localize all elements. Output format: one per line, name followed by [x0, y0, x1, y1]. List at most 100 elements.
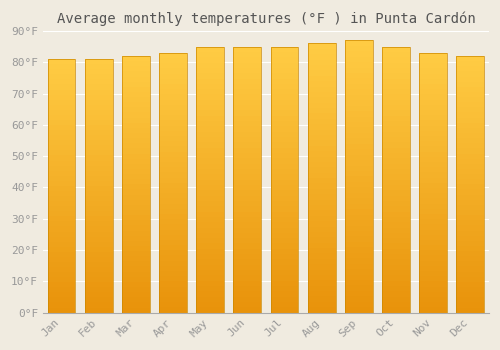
Bar: [308, 194, 336, 200]
Bar: [234, 84, 262, 89]
Bar: [159, 271, 187, 276]
Bar: [85, 125, 112, 130]
Bar: [382, 89, 410, 94]
Bar: [382, 142, 410, 148]
Bar: [456, 287, 484, 292]
Bar: [270, 158, 298, 164]
Bar: [456, 148, 484, 154]
Bar: [419, 276, 447, 281]
Bar: [85, 252, 112, 257]
Bar: [308, 65, 336, 70]
Bar: [85, 287, 112, 292]
Bar: [419, 219, 447, 224]
Bar: [48, 59, 76, 313]
Bar: [456, 272, 484, 277]
Bar: [159, 256, 187, 261]
Bar: [196, 238, 224, 244]
Bar: [122, 225, 150, 231]
Bar: [308, 81, 336, 86]
Bar: [345, 280, 373, 285]
Bar: [345, 209, 373, 215]
Bar: [270, 174, 298, 180]
Bar: [456, 118, 484, 123]
Bar: [345, 84, 373, 89]
Bar: [85, 171, 112, 176]
Bar: [270, 78, 298, 84]
Bar: [382, 201, 410, 206]
Bar: [48, 120, 76, 125]
Bar: [48, 292, 76, 298]
Bar: [159, 172, 187, 177]
Bar: [419, 188, 447, 193]
Bar: [48, 171, 76, 176]
Bar: [345, 46, 373, 51]
Bar: [85, 221, 112, 226]
Bar: [48, 257, 76, 262]
Bar: [419, 110, 447, 115]
Bar: [456, 128, 484, 133]
Bar: [419, 240, 447, 245]
Bar: [234, 265, 262, 270]
Bar: [382, 259, 410, 265]
Bar: [419, 167, 447, 172]
Bar: [382, 286, 410, 291]
Bar: [159, 235, 187, 240]
Bar: [122, 231, 150, 236]
Bar: [122, 302, 150, 308]
Bar: [159, 276, 187, 281]
Bar: [234, 275, 262, 281]
Bar: [196, 121, 224, 126]
Bar: [456, 159, 484, 164]
Bar: [85, 120, 112, 125]
Bar: [345, 106, 373, 111]
Bar: [85, 100, 112, 105]
Bar: [308, 86, 336, 92]
Bar: [270, 169, 298, 174]
Bar: [48, 252, 76, 257]
Bar: [234, 206, 262, 211]
Bar: [308, 97, 336, 103]
Bar: [270, 137, 298, 142]
Bar: [419, 53, 447, 313]
Bar: [159, 302, 187, 307]
Bar: [48, 125, 76, 130]
Bar: [48, 64, 76, 69]
Bar: [85, 145, 112, 150]
Bar: [308, 216, 336, 221]
Bar: [382, 244, 410, 249]
Bar: [234, 238, 262, 244]
Bar: [196, 142, 224, 148]
Bar: [122, 195, 150, 200]
Bar: [85, 231, 112, 237]
Bar: [48, 59, 76, 64]
Bar: [270, 270, 298, 275]
Bar: [48, 201, 76, 206]
Bar: [234, 244, 262, 249]
Bar: [159, 177, 187, 183]
Bar: [122, 133, 150, 138]
Bar: [85, 59, 112, 313]
Bar: [159, 110, 187, 115]
Bar: [196, 302, 224, 307]
Bar: [456, 292, 484, 297]
Bar: [196, 111, 224, 116]
Bar: [270, 211, 298, 217]
Bar: [419, 198, 447, 204]
Bar: [48, 84, 76, 90]
Bar: [159, 146, 187, 152]
Bar: [122, 82, 150, 87]
Bar: [270, 244, 298, 249]
Bar: [234, 78, 262, 84]
Bar: [270, 275, 298, 281]
Bar: [345, 264, 373, 269]
Bar: [48, 211, 76, 216]
Bar: [234, 89, 262, 94]
Bar: [456, 66, 484, 71]
Bar: [345, 89, 373, 95]
Bar: [270, 217, 298, 222]
Bar: [85, 181, 112, 186]
Bar: [456, 92, 484, 97]
Bar: [122, 71, 150, 77]
Bar: [122, 184, 150, 189]
Bar: [85, 115, 112, 120]
